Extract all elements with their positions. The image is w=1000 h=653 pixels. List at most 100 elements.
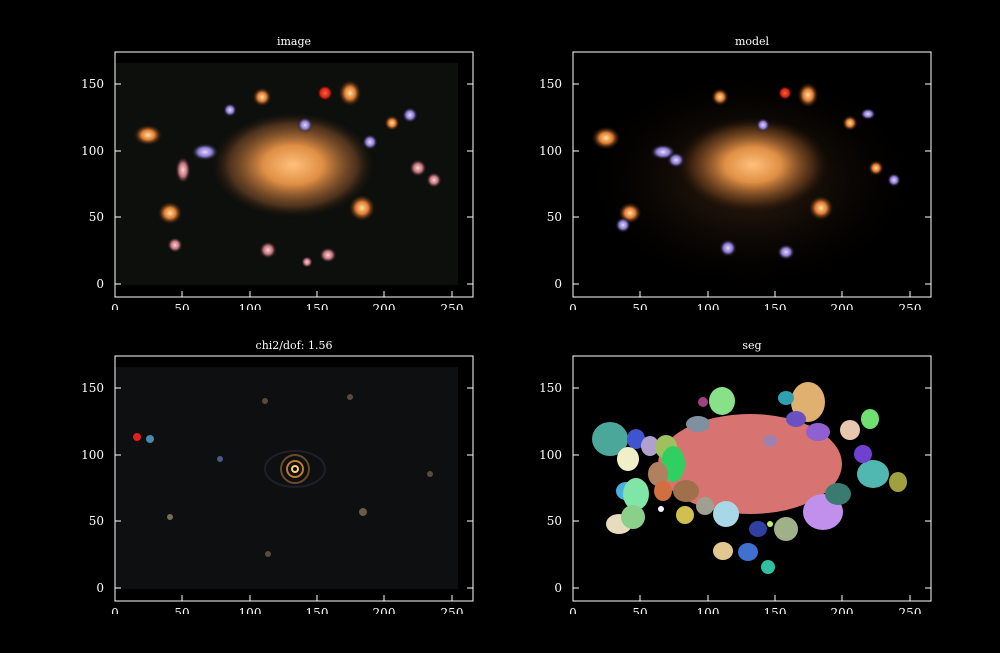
image-frame <box>114 51 474 298</box>
image-plot: image 0 50 100 150 200 250 0 50 100 150 <box>81 35 474 316</box>
x-tick-label: 200 <box>373 302 396 310</box>
y-tick-label: 0 <box>96 581 104 595</box>
y-tick-label: 150 <box>81 77 104 91</box>
source <box>615 217 631 233</box>
image-x-ticks <box>114 83 473 297</box>
panel-model: model 0 50 100 150 200 250 0 50 100 150 <box>518 30 948 316</box>
x-tick-label: 100 <box>697 302 720 310</box>
source <box>175 156 191 184</box>
source <box>191 143 219 161</box>
source <box>797 82 819 108</box>
y-tick-label: 0 <box>554 581 562 595</box>
x-tick-label: 100 <box>239 606 262 614</box>
model-frame <box>572 51 932 298</box>
x-tick-label: 150 <box>306 302 329 310</box>
source <box>868 160 884 176</box>
x-tick-label: 0 <box>569 606 577 614</box>
source <box>756 118 770 132</box>
x-tick-label: 250 <box>899 606 922 614</box>
source <box>319 247 337 263</box>
panel-seg: seg 0 50 100 150 200 250 0 50 100 150 <box>518 334 948 620</box>
residual-plot: chi2/dof: 1.56 0 50 100 150 200 250 0 50… <box>81 339 474 620</box>
source <box>167 237 183 253</box>
x-tick-label: 200 <box>831 302 854 310</box>
source <box>860 108 876 120</box>
source <box>711 88 729 106</box>
central-galaxy <box>673 115 833 215</box>
source <box>591 126 621 150</box>
model-plot: model 0 50 100 150 200 250 0 50 100 150 <box>539 35 932 316</box>
residual-source <box>427 471 433 477</box>
source <box>808 195 834 221</box>
source <box>301 256 313 268</box>
residual-source <box>347 394 353 400</box>
source <box>157 201 183 225</box>
residual-frame <box>114 355 474 602</box>
seg-map <box>592 382 907 574</box>
source <box>409 159 427 177</box>
residual-source <box>265 551 271 557</box>
source <box>384 115 400 131</box>
model-ticks <box>572 83 931 297</box>
y-tick-label: 0 <box>554 277 562 291</box>
seg-ticks <box>572 387 931 601</box>
central-galaxy <box>208 110 378 220</box>
x-tick-label: 0 <box>111 606 119 614</box>
x-tick-label: 100 <box>697 606 720 614</box>
source <box>719 239 737 257</box>
x-tick-label: 250 <box>441 606 464 614</box>
y-tick-label: 150 <box>539 381 562 395</box>
model-title: model <box>735 35 770 48</box>
x-tick-label: 150 <box>306 606 329 614</box>
x-tick-label: 100 <box>239 302 262 310</box>
residual-noise-field <box>115 367 458 589</box>
seg-frame <box>572 355 932 602</box>
residual-source <box>262 398 268 404</box>
source <box>133 124 163 146</box>
y-tick-label: 150 <box>81 381 104 395</box>
x-tick-label: 50 <box>632 606 647 614</box>
y-tick-label: 50 <box>89 210 104 224</box>
x-tick-label: 150 <box>764 302 787 310</box>
residual-source <box>146 435 154 443</box>
source <box>777 244 795 260</box>
y-tick-label: 150 <box>539 77 562 91</box>
source <box>338 79 362 107</box>
residual-source <box>133 433 141 441</box>
source <box>362 134 378 150</box>
source <box>297 117 313 133</box>
residual-ticks <box>114 387 473 601</box>
y-tick-label: 100 <box>81 144 104 158</box>
x-tick-label: 50 <box>632 302 647 310</box>
x-tick-label: 150 <box>764 606 787 614</box>
source <box>667 152 685 168</box>
source <box>223 103 237 117</box>
x-tick-label: 200 <box>373 606 396 614</box>
x-tick-label: 0 <box>111 302 119 310</box>
source <box>426 172 442 188</box>
source <box>402 107 418 123</box>
x-tick-label: 200 <box>831 606 854 614</box>
seg-central <box>658 414 842 514</box>
y-tick-label: 50 <box>89 514 104 528</box>
residual-source <box>359 508 367 516</box>
x-tick-label: 250 <box>441 302 464 310</box>
x-tick-label: 250 <box>899 302 922 310</box>
x-tick-label: 50 <box>174 606 189 614</box>
x-tick-label: 50 <box>174 302 189 310</box>
y-tick-label: 0 <box>96 277 104 291</box>
seg-plot: seg 0 50 100 150 200 250 0 50 100 150 <box>539 339 932 620</box>
image-title: image <box>277 35 311 48</box>
residual-source <box>217 456 223 462</box>
x-tick-label: 0 <box>569 302 577 310</box>
residual-source <box>167 514 173 520</box>
panel-image: image 0 50 100 150 200 250 0 50 100 150 <box>60 30 490 316</box>
y-tick-label: 100 <box>81 448 104 462</box>
source <box>348 194 376 222</box>
source <box>778 86 792 100</box>
source <box>252 87 272 107</box>
source <box>887 173 901 187</box>
y-tick-label: 100 <box>539 448 562 462</box>
source <box>259 241 277 259</box>
y-tick-label: 50 <box>547 514 562 528</box>
